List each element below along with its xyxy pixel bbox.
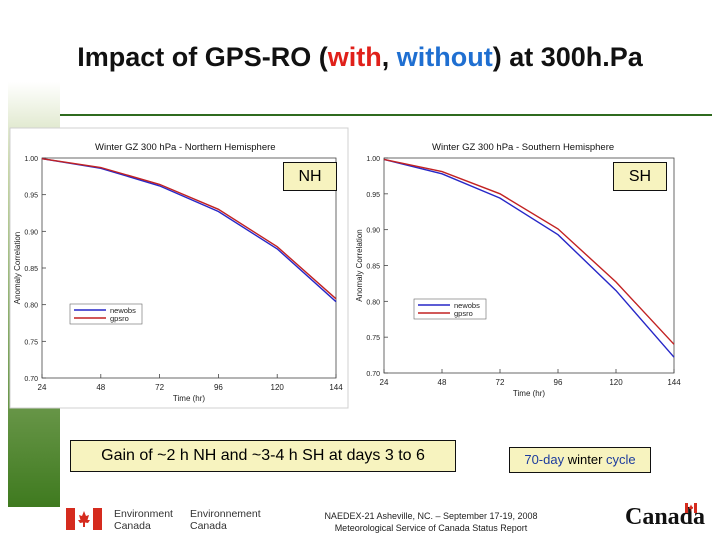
dept-name-en: Environment Canada bbox=[114, 508, 173, 532]
sh-xtick-label: 96 bbox=[554, 378, 563, 387]
nh-legend-label-gpsro: gpsro bbox=[110, 314, 129, 323]
title-with: with bbox=[327, 42, 382, 72]
sh-legend-label-gpsro: gpsro bbox=[454, 309, 473, 318]
nh-yaxis-label: Anomaly Correlation bbox=[13, 232, 22, 304]
nh-xtick-label: 120 bbox=[271, 383, 285, 392]
sh-legend-label-newobs: newobs bbox=[454, 301, 480, 310]
sh-xtick-label: 120 bbox=[609, 378, 623, 387]
nh-xaxis-label: Time (hr) bbox=[173, 394, 205, 403]
sh-legend-box bbox=[413, 298, 487, 320]
sh-chart: Winter GZ 300 hPa - Southern Hemisphere 1… bbox=[355, 142, 681, 398]
dept-name-fr: Environnement Canada bbox=[190, 508, 261, 532]
nh-chart-title: Winter GZ 300 hPa - Northern Hemisphere bbox=[95, 142, 276, 153]
sh-yaxis-label: Anomaly Correlation bbox=[355, 229, 364, 301]
cycle-bold: winter bbox=[567, 452, 603, 467]
nh-chart: Winter GZ 300 hPa - Northern Hemisphere 1… bbox=[13, 142, 343, 403]
nh-ytick-label: 1.00 bbox=[24, 156, 38, 163]
nh-legend-label-newobs: newobs bbox=[110, 306, 136, 315]
nh-xtick-label: 24 bbox=[38, 383, 47, 392]
sh-chart-title: Winter GZ 300 hPa - Southern Hemisphere bbox=[432, 142, 614, 153]
cycle-suffix: cycle bbox=[602, 452, 636, 467]
sh-series-line-newobs bbox=[383, 158, 675, 358]
nh-ytick-label: 0.95 bbox=[24, 193, 38, 200]
footer-line: Meteorological Service of Canada Status … bbox=[334, 523, 528, 533]
canada-wordmark-flag-icon bbox=[685, 503, 697, 513]
cycle-callout: 70-day winter cycle bbox=[509, 447, 651, 473]
dept-fr-line: Canada bbox=[190, 520, 227, 532]
nh-series-line-gpsro bbox=[41, 158, 337, 300]
sh-ytick-label: 0.75 bbox=[366, 335, 380, 342]
accent-green-rule bbox=[60, 114, 712, 116]
sh-ytick-label: 1.00 bbox=[366, 156, 380, 163]
dept-en-line: Environment bbox=[114, 508, 173, 520]
sh-xtick-label: 24 bbox=[380, 378, 389, 387]
nh-xtick-label: 72 bbox=[155, 383, 164, 392]
gain-callout: Gain of ~2 h NH and ~3-4 h SH at days 3 … bbox=[70, 440, 456, 472]
sh-ytick-label: 0.90 bbox=[366, 228, 380, 235]
nh-ytick-label: 0.90 bbox=[24, 229, 38, 236]
sh-ytick-label: 0.80 bbox=[366, 299, 380, 306]
sh-ytick-label: 0.70 bbox=[366, 371, 380, 378]
nh-ytick-label: 0.75 bbox=[24, 339, 38, 346]
footer-citation: NAEDEX-21 Asheville, NC. – September 17-… bbox=[286, 510, 576, 534]
title-part: , bbox=[381, 42, 397, 72]
slide-title: Impact of GPS-RO (with, without) at 300h… bbox=[0, 42, 720, 73]
nh-ytick-label: 0.80 bbox=[24, 303, 38, 310]
dept-fr-line: Environnement bbox=[190, 508, 261, 520]
title-part: ) at 300h.Pa bbox=[492, 42, 643, 72]
sh-ytick-label: 0.95 bbox=[366, 192, 380, 199]
sh-ytick-label: 0.85 bbox=[366, 264, 380, 271]
title-without: without bbox=[396, 42, 493, 72]
nh-ytick-label: 0.85 bbox=[24, 266, 38, 273]
nh-xtick-label: 96 bbox=[214, 383, 223, 392]
nh-ytick-label: 0.70 bbox=[24, 376, 38, 383]
canada-flag-icon bbox=[66, 508, 102, 530]
sh-xtick-label: 72 bbox=[496, 378, 505, 387]
sh-xtick-label: 48 bbox=[438, 378, 447, 387]
cycle-prefix: 70-day bbox=[524, 452, 568, 467]
sh-series-line-gpsro bbox=[383, 158, 675, 345]
nh-xtick-label: 48 bbox=[96, 383, 105, 392]
footer-line: NAEDEX-21 Asheville, NC. – September 17-… bbox=[324, 511, 538, 521]
nh-xtick-label: 144 bbox=[329, 383, 343, 392]
dept-en-line: Canada bbox=[114, 520, 151, 532]
nh-legend-box bbox=[69, 303, 143, 325]
sh-xtick-label: 144 bbox=[667, 378, 681, 387]
title-part: Impact of GPS-RO ( bbox=[77, 42, 328, 72]
nh-callout: NH bbox=[283, 162, 337, 191]
sh-callout: SH bbox=[613, 162, 667, 191]
sh-xaxis-label: Time (hr) bbox=[513, 389, 545, 398]
